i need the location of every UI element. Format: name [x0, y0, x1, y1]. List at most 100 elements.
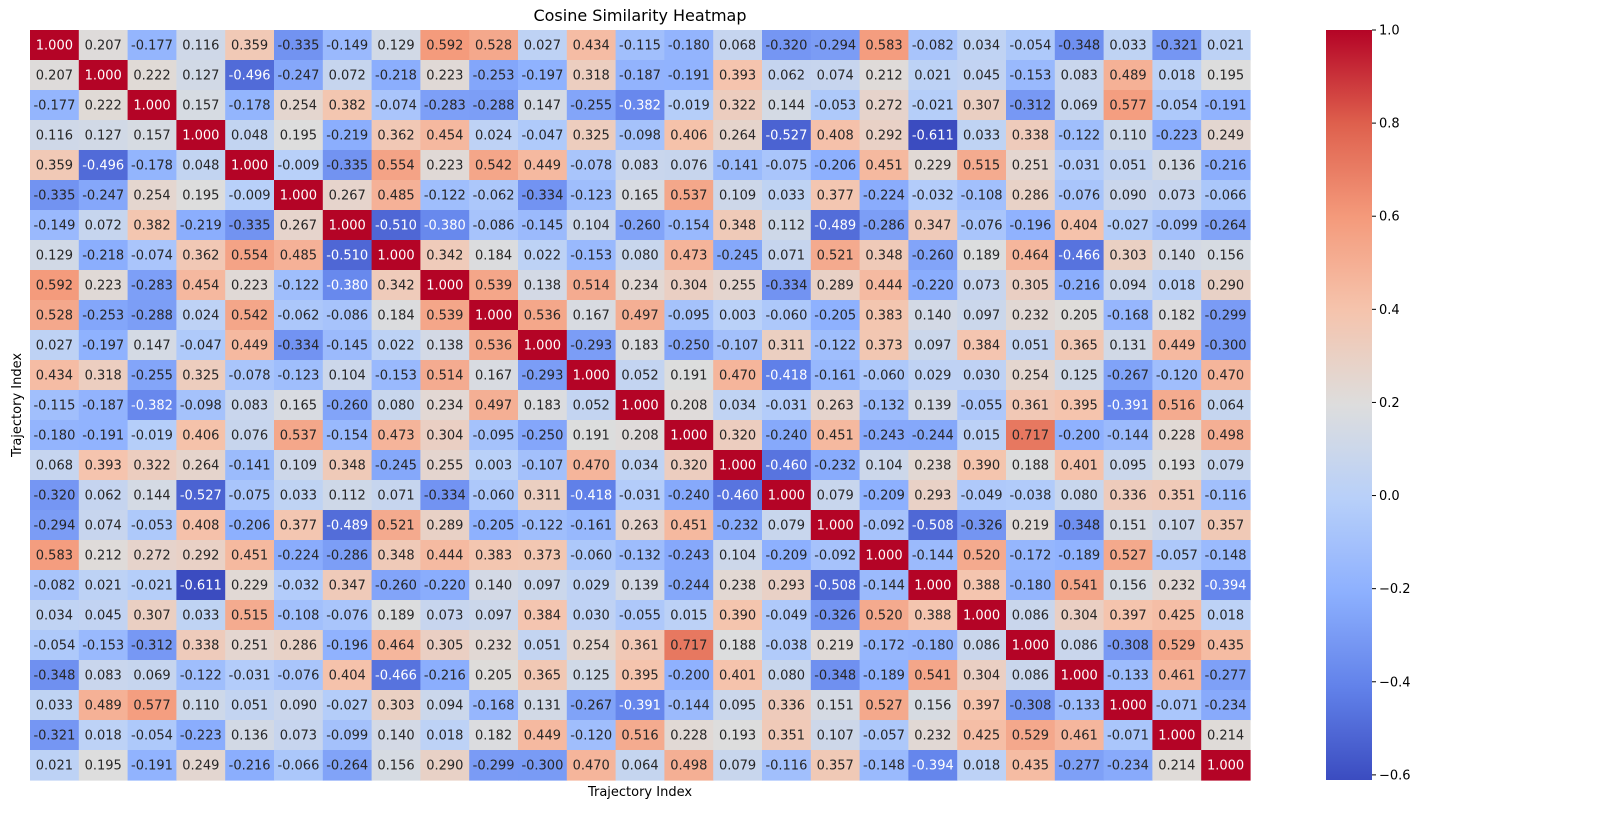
cell-value-label: 1.000	[182, 129, 219, 144]
cell-value-label: 0.320	[719, 429, 756, 444]
cell-value-label: 0.138	[426, 339, 463, 354]
heatmap-cell	[469, 390, 519, 421]
cell-value-label: 0.212	[865, 69, 902, 84]
heatmap-cell	[664, 390, 714, 421]
heatmap-cell	[78, 330, 129, 361]
heatmap-cell	[127, 540, 177, 571]
heatmap-cell	[762, 120, 812, 151]
heatmap-cell	[78, 420, 129, 451]
heatmap-cell	[908, 150, 958, 181]
heatmap-cell	[1201, 660, 1251, 691]
heatmap-cell	[518, 690, 568, 721]
heatmap-cell	[908, 330, 958, 361]
cell-value-label: 0.303	[377, 699, 414, 714]
heatmap-cell	[957, 150, 1007, 181]
heatmap-cell	[1054, 510, 1105, 541]
heatmap-cell	[1054, 690, 1105, 721]
heatmap-cell	[127, 570, 177, 601]
cell-value-label: -0.098	[180, 399, 222, 414]
cell-value-label: 0.515	[231, 609, 268, 624]
heatmap-cell	[859, 90, 909, 121]
heatmap-cell	[810, 180, 861, 211]
cell-value-label: -0.219	[326, 129, 368, 144]
cell-value-label: 0.498	[670, 759, 707, 774]
cell-value-label: -0.082	[912, 39, 954, 54]
heatmap-cell	[127, 60, 177, 91]
cell-value-label: 1.000	[475, 309, 512, 324]
cell-value-label: 0.497	[621, 309, 658, 324]
cell-value-label: -0.031	[765, 399, 807, 414]
heatmap-cell	[322, 600, 373, 631]
heatmap-cell	[1054, 750, 1105, 781]
heatmap-cell	[1006, 90, 1056, 121]
cell-value-label: 0.229	[231, 579, 268, 594]
heatmap-cell	[469, 660, 519, 691]
cell-value-label: 0.515	[963, 159, 1000, 174]
heatmap-cell	[1006, 330, 1056, 361]
cell-value-label: -0.418	[765, 369, 807, 384]
cell-value-label: -0.038	[765, 639, 807, 654]
cell-value-label: 0.086	[1012, 609, 1049, 624]
heatmap-cell	[810, 240, 861, 271]
heatmap-cell	[322, 360, 373, 391]
cell-value-label: -0.288	[473, 99, 515, 114]
cell-value-label: 0.079	[768, 519, 805, 534]
cell-value-label: -0.132	[619, 549, 661, 564]
heatmap-cell	[176, 720, 226, 751]
heatmap-cell	[566, 330, 617, 361]
heatmap-cell	[420, 150, 470, 181]
heatmap-cell	[176, 150, 226, 181]
heatmap-cell	[713, 240, 763, 271]
heatmap-cell	[176, 390, 226, 421]
heatmap-cell	[908, 30, 958, 61]
heatmap-cell	[810, 60, 861, 91]
heatmap-cell	[518, 630, 568, 661]
cell-value-label: 0.520	[963, 549, 1000, 564]
heatmap-cell	[127, 330, 177, 361]
cell-value-label: 0.073	[280, 729, 317, 744]
cell-value-label: 0.095	[719, 699, 756, 714]
heatmap-cell	[420, 420, 470, 451]
heatmap-cell	[859, 60, 909, 91]
heatmap-cell	[518, 210, 568, 241]
heatmap-cell	[371, 450, 421, 481]
heatmap-cell	[1201, 480, 1251, 511]
heatmap-cell	[908, 450, 958, 481]
cell-value-label: 0.071	[768, 249, 805, 264]
cell-value-label: 0.127	[85, 129, 122, 144]
cell-value-label: 0.292	[865, 129, 902, 144]
heatmap-cell	[1006, 390, 1056, 421]
cell-value-label: -0.178	[131, 159, 173, 174]
cell-value-label: -0.209	[765, 549, 807, 564]
cell-value-label: -0.260	[912, 249, 954, 264]
cell-value-label: 0.131	[524, 699, 561, 714]
heatmap-cell	[615, 480, 665, 511]
heatmap-cell	[322, 210, 373, 241]
cell-value-label: 0.188	[1012, 459, 1049, 474]
heatmap-cell	[615, 420, 665, 451]
heatmap-cell	[30, 270, 80, 301]
cell-value-label: -0.218	[82, 249, 124, 264]
heatmap-cell	[469, 510, 519, 541]
heatmap-cell	[859, 570, 909, 601]
heatmap-cell	[908, 630, 958, 661]
cell-value-label: -0.335	[326, 159, 368, 174]
cell-value-label: 0.021	[36, 759, 73, 774]
heatmap-cell	[322, 690, 373, 721]
cell-value-label: 0.080	[377, 399, 414, 414]
cell-value-label: 0.157	[133, 129, 170, 144]
cell-value-label: 0.074	[817, 69, 854, 84]
cell-value-label: -0.196	[1009, 219, 1051, 234]
heatmap-cell	[518, 570, 568, 601]
heatmap-cell	[1006, 510, 1056, 541]
heatmap-cell	[615, 600, 665, 631]
cell-value-label: 0.157	[182, 99, 219, 114]
cell-value-label: -0.047	[521, 129, 563, 144]
cell-value-label: 0.473	[670, 249, 707, 264]
cell-value-label: -0.082	[33, 579, 75, 594]
cell-value-label: 0.034	[36, 609, 73, 624]
cell-value-label: -0.312	[1009, 99, 1051, 114]
colorbar-tick-label: 0.8	[1379, 117, 1400, 132]
heatmap-cell	[566, 30, 617, 61]
heatmap-cell	[30, 330, 80, 361]
